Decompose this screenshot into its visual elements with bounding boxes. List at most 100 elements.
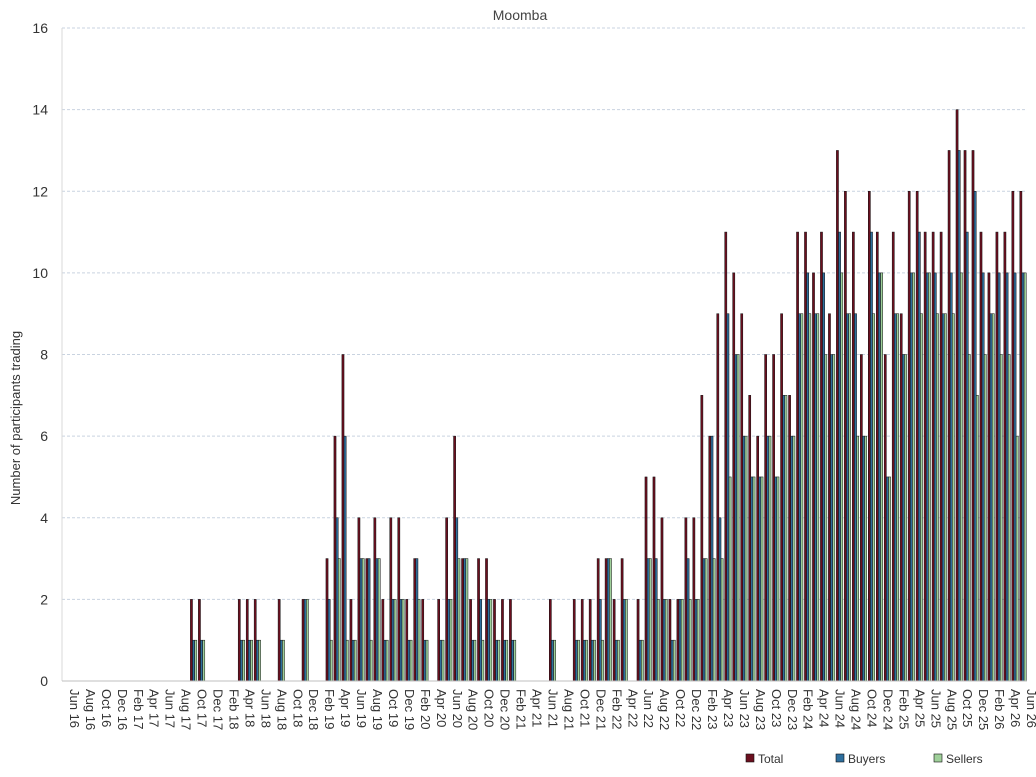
bar-buyers bbox=[487, 599, 491, 682]
bar-total bbox=[716, 313, 720, 682]
bar-buyers bbox=[957, 150, 961, 682]
x-tick-label: Aug 16 bbox=[83, 689, 98, 730]
bar-sellers bbox=[904, 354, 907, 682]
x-tick-label: Dec 23 bbox=[785, 689, 800, 730]
bar-buyers bbox=[678, 599, 682, 682]
bar-sellers bbox=[306, 599, 309, 682]
bars bbox=[190, 109, 1027, 682]
bar-total bbox=[700, 395, 704, 682]
bar-total bbox=[190, 599, 193, 682]
bar-sellers bbox=[656, 599, 660, 682]
bar-sellers bbox=[720, 558, 724, 682]
bar-total bbox=[341, 354, 345, 682]
bar-total bbox=[844, 191, 847, 682]
bar-total bbox=[788, 395, 791, 682]
bar-sellers bbox=[417, 599, 421, 682]
x-tick-label: Feb 22 bbox=[609, 689, 624, 729]
bar-sellers bbox=[401, 599, 405, 682]
x-tick-label: Feb 25 bbox=[896, 689, 911, 729]
bar-buyers bbox=[606, 558, 610, 682]
x-tick-label: Apr 22 bbox=[625, 689, 640, 727]
bar-buyers bbox=[479, 599, 483, 682]
bar-total bbox=[780, 313, 783, 682]
bar-sellers bbox=[784, 395, 788, 682]
y-tick-label: 16 bbox=[32, 20, 48, 36]
bar-total bbox=[987, 272, 991, 682]
bar-total bbox=[572, 599, 576, 682]
bar-sellers bbox=[704, 558, 708, 682]
x-tick-label: Dec 21 bbox=[593, 689, 608, 730]
y-tick-label: 4 bbox=[40, 510, 48, 526]
bar-total bbox=[198, 599, 201, 682]
bar-sellers bbox=[385, 639, 389, 682]
bar-sellers bbox=[377, 558, 381, 682]
bar-buyers bbox=[407, 639, 411, 682]
bar-sellers bbox=[952, 313, 955, 682]
bar-buyers bbox=[933, 272, 937, 682]
bar-buyers bbox=[638, 639, 642, 682]
bar-sellers bbox=[872, 313, 875, 682]
x-tick-label: Oct 18 bbox=[290, 689, 305, 727]
x-tick-label: Aug 22 bbox=[657, 689, 672, 730]
bar-sellers bbox=[505, 639, 509, 682]
bar-total bbox=[708, 435, 712, 682]
bar-sellers bbox=[361, 558, 365, 682]
bar-buyers bbox=[694, 599, 698, 682]
bar-sellers bbox=[832, 354, 836, 682]
bar-total bbox=[955, 109, 959, 682]
chart-title: Moomba bbox=[493, 7, 548, 23]
bar-sellers bbox=[409, 639, 413, 682]
bar-sellers bbox=[920, 313, 923, 682]
bar-total bbox=[325, 558, 329, 682]
bar-total bbox=[349, 599, 353, 682]
bar-buyers bbox=[327, 599, 331, 682]
bar-total bbox=[501, 599, 504, 682]
bar-total bbox=[397, 517, 401, 682]
bar-sellers bbox=[744, 435, 748, 682]
bar-sellers bbox=[696, 599, 700, 682]
bar-sellers bbox=[577, 639, 580, 682]
x-tick-label: Aug 21 bbox=[562, 689, 577, 730]
bar-buyers bbox=[902, 354, 905, 682]
bar-sellers bbox=[585, 639, 588, 682]
bar-total bbox=[907, 191, 911, 682]
bar-sellers bbox=[258, 639, 261, 682]
bar-buyers bbox=[455, 517, 459, 682]
bar-buyers bbox=[599, 599, 602, 682]
bar-sellers bbox=[792, 435, 796, 682]
bar-total bbox=[509, 599, 512, 682]
bar-sellers bbox=[489, 599, 493, 682]
x-tick-label: Aug 25 bbox=[944, 689, 959, 730]
bar-sellers bbox=[752, 476, 756, 682]
bar-buyers bbox=[814, 313, 817, 682]
bar-total bbox=[365, 558, 369, 682]
bar-sellers bbox=[369, 639, 373, 682]
bar-buyers bbox=[423, 639, 427, 682]
bar-buyers bbox=[646, 558, 650, 682]
bar-buyers bbox=[575, 639, 578, 682]
bar-buyers bbox=[335, 517, 339, 682]
bar-total bbox=[277, 599, 281, 682]
bar-buyers bbox=[774, 476, 778, 682]
bar-total bbox=[828, 313, 831, 682]
bar-sellers bbox=[497, 639, 501, 682]
bar-sellers bbox=[1015, 435, 1019, 682]
bar-buyers bbox=[750, 476, 754, 682]
bar-buyers bbox=[391, 599, 395, 682]
x-tick-label: Feb 18 bbox=[227, 689, 242, 729]
bar-buyers bbox=[1005, 272, 1009, 682]
x-tick-label: Dec 20 bbox=[498, 689, 513, 730]
bar-sellers bbox=[330, 639, 333, 682]
bar-buyers bbox=[886, 476, 889, 682]
bar-sellers bbox=[641, 639, 644, 682]
bar-buyers bbox=[790, 435, 794, 682]
x-tick-label: Oct 17 bbox=[195, 689, 210, 727]
y-tick-label: 6 bbox=[40, 428, 48, 444]
y-tick-label: 0 bbox=[40, 673, 48, 689]
bar-buyers bbox=[918, 231, 921, 682]
x-tick-label: Apr 17 bbox=[147, 689, 162, 727]
y-tick-label: 12 bbox=[32, 183, 48, 199]
bar-sellers bbox=[960, 272, 963, 682]
bar-buyers bbox=[367, 558, 371, 682]
bar-sellers bbox=[441, 639, 445, 682]
